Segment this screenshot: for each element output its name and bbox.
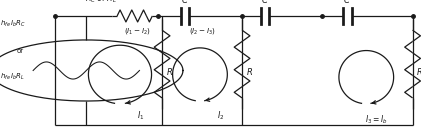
Text: $C$: $C$: [261, 0, 269, 5]
Text: $h_{fe}\,I_b R_C$: $h_{fe}\,I_b R_C$: [0, 19, 26, 29]
Text: $I_1$: $I_1$: [137, 109, 145, 122]
Text: $(I_1 - I_2)$: $(I_1 - I_2)$: [124, 26, 151, 36]
Text: $R$: $R$: [166, 66, 173, 77]
Text: $C$: $C$: [181, 0, 189, 5]
Text: $I_3 = I_b$: $I_3 = I_b$: [365, 113, 388, 126]
Text: $R_C$ or $R_L$: $R_C$ or $R_L$: [85, 0, 117, 5]
Text: $(I_2 - I_3)$: $(I_2 - I_3)$: [189, 26, 216, 36]
Text: $C$: $C$: [344, 0, 351, 5]
Text: $R$: $R$: [416, 66, 421, 77]
Text: $I_2$: $I_2$: [217, 109, 225, 122]
Text: $R$: $R$: [246, 66, 253, 77]
Text: $h_{fe}\,I_b R_L$: $h_{fe}\,I_b R_L$: [0, 72, 25, 82]
Text: or: or: [17, 47, 24, 54]
